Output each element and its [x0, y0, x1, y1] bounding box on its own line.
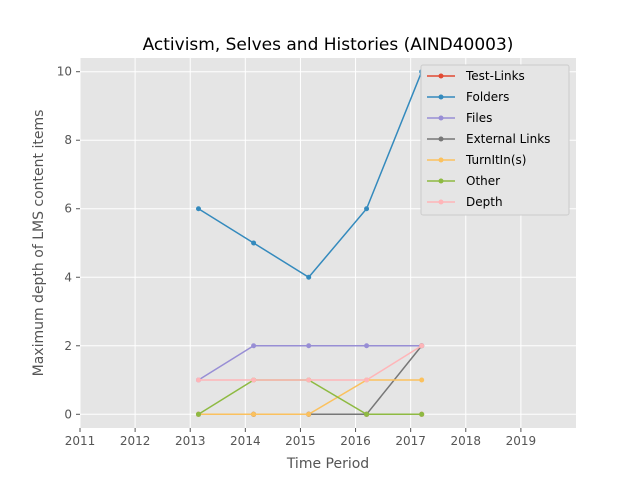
data-point-folders [251, 240, 257, 246]
series-lines [195, 69, 425, 417]
legend-label-external-links: External Links [466, 132, 550, 146]
data-point-turnitin-s [306, 411, 312, 417]
legend-label-test-links: Test-Links [465, 69, 525, 83]
data-point-turnitin-s [419, 377, 425, 383]
legend-box [420, 64, 570, 216]
x-tick-label: 2016 [340, 434, 371, 448]
data-point-other [195, 411, 201, 417]
data-point-files [306, 343, 312, 349]
x-tick-label: 2014 [230, 434, 261, 448]
legend-marker-test-links [438, 73, 444, 79]
legend-marker-other [438, 178, 444, 184]
x-tick-label: 2017 [395, 434, 426, 448]
y-tick-label: 0 [64, 407, 72, 421]
data-point-folders [195, 206, 201, 212]
y-axis-label: Maximum depth of LMS content items [31, 110, 47, 377]
data-point-depth [306, 377, 312, 383]
legend-marker-files [438, 115, 444, 121]
legend-marker-turnitin-s [438, 157, 444, 163]
data-point-folders [306, 274, 312, 280]
y-tick-label: 2 [64, 339, 72, 353]
x-ticks: 2011 2012 2013 2014 2015 2016 2017 2018 2019 [65, 428, 536, 448]
data-point-turnitin-s [251, 411, 257, 417]
legend-label-turnitin-s: TurnItIn(s) [465, 153, 526, 167]
chart-title: Activism, Selves and Histories (AIND4000… [143, 35, 514, 55]
legend-marker-external-links [438, 136, 444, 142]
x-tick-label: 2011 [65, 434, 96, 448]
legend-label-depth: Depth [466, 195, 503, 209]
data-point-other [419, 411, 425, 417]
x-tick-label: 2013 [175, 434, 206, 448]
data-point-other [364, 411, 370, 417]
y-tick-label: 6 [64, 202, 72, 216]
x-tick-label: 2019 [506, 434, 537, 448]
legend-label-other: Other [466, 174, 500, 188]
legend-marker-folders [438, 94, 444, 100]
data-point-depth [195, 377, 201, 383]
data-point-depth [419, 343, 425, 349]
x-tick-label: 2012 [120, 434, 151, 448]
x-tick-label: 2015 [285, 434, 316, 448]
x-axis-label: Time Period [286, 456, 369, 472]
data-point-files [364, 343, 370, 349]
x-tick-label: 2018 [451, 434, 482, 448]
legend-marker-depth [438, 199, 444, 205]
y-ticks: 0 2 4 6 8 10 [57, 65, 80, 421]
data-point-depth [251, 377, 257, 383]
data-point-files [251, 343, 257, 349]
legend-label-folders: Folders [466, 90, 509, 104]
legend-label-files: Files [466, 111, 492, 125]
y-tick-label: 8 [64, 133, 72, 147]
y-tick-label: 4 [64, 270, 72, 284]
legend: Test-Links Folders Files External Links Turn… [420, 64, 570, 216]
y-tick-label: 10 [57, 65, 72, 79]
data-point-folders [364, 206, 370, 212]
data-point-depth [364, 377, 370, 383]
